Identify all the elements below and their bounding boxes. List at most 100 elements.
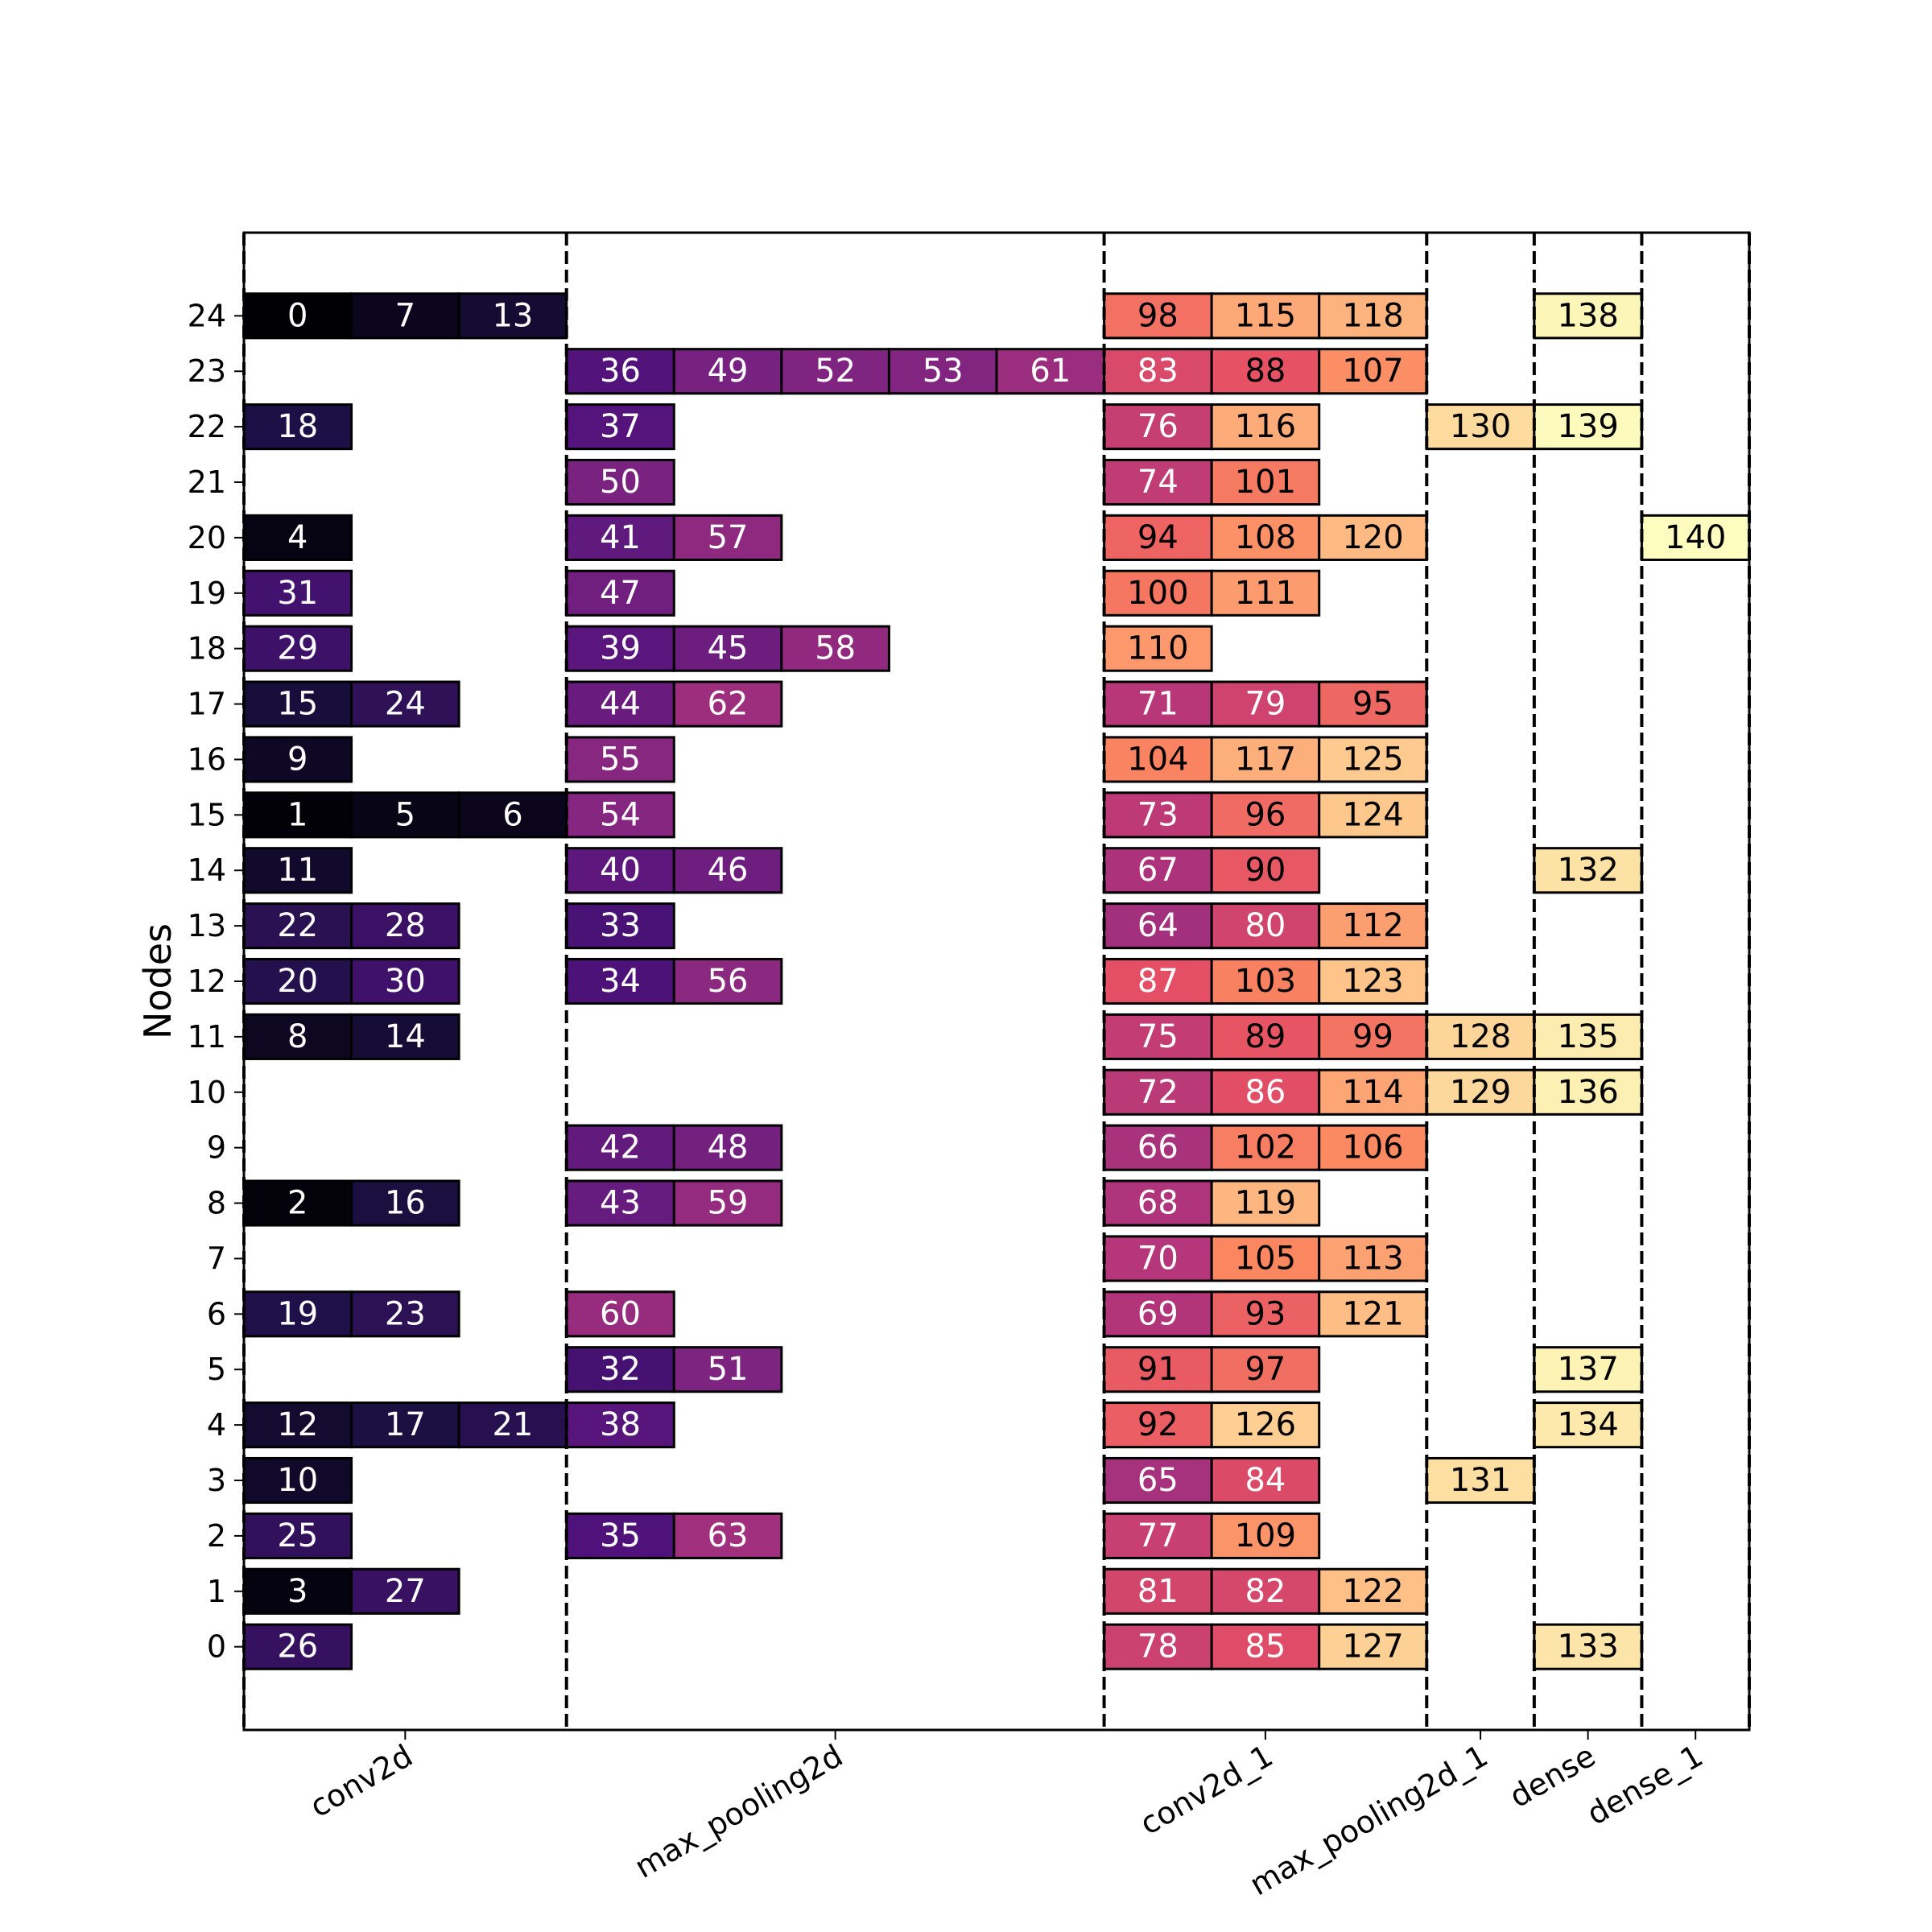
cell: 90 xyxy=(1210,847,1321,894)
x-axis: conv2d max_pooling2d conv2d_1max_pooling2d… xyxy=(303,1730,1709,1903)
cell-label: 71 xyxy=(1137,686,1179,723)
cell: 4 xyxy=(242,514,353,561)
y-tick-label: 22 xyxy=(188,409,226,444)
y-tick-label: 10 xyxy=(188,1075,226,1110)
cell: 128 xyxy=(1425,1013,1536,1060)
cell-rect xyxy=(242,403,353,451)
cell-label: 79 xyxy=(1245,686,1286,723)
cell: 139 xyxy=(1533,403,1643,451)
cell: 111 xyxy=(1210,569,1321,617)
cell-label: 98 xyxy=(1137,297,1179,334)
cell: 43 xyxy=(565,1179,675,1227)
cell: 52 xyxy=(780,348,890,395)
cell-label: 43 xyxy=(600,1185,641,1222)
cell: 35 xyxy=(565,1512,675,1559)
cell: 102 xyxy=(1210,1124,1321,1171)
cell-rect xyxy=(887,348,998,395)
cell-rect xyxy=(242,1456,353,1505)
cell: 32 xyxy=(565,1346,675,1393)
cell-rect xyxy=(1318,902,1428,950)
cell-label: 101 xyxy=(1235,464,1296,501)
cell-label: 77 xyxy=(1137,1517,1179,1554)
cell-label: 117 xyxy=(1235,741,1296,778)
column-dividers xyxy=(242,233,1751,1730)
cell-rect xyxy=(1210,1179,1321,1227)
y-tick-label: 2 xyxy=(207,1518,226,1554)
cell-label: 25 xyxy=(277,1517,318,1554)
cell-label: 4 xyxy=(287,519,308,556)
cell-label: 27 xyxy=(385,1573,426,1610)
y-tick-label: 9 xyxy=(207,1130,226,1166)
plot-frame xyxy=(242,231,1751,1732)
cell-label: 120 xyxy=(1342,519,1403,556)
cell-rect xyxy=(995,348,1106,395)
cell-label: 106 xyxy=(1342,1129,1403,1166)
cell: 106 xyxy=(1318,1124,1428,1171)
cell: 125 xyxy=(1318,736,1428,783)
cell: 140 xyxy=(1640,514,1751,561)
cell: 41 xyxy=(565,514,675,561)
y-tick-label: 0 xyxy=(207,1629,226,1665)
cell: 130 xyxy=(1425,403,1536,451)
cell-rect xyxy=(1533,1402,1643,1449)
cell-label: 133 xyxy=(1557,1629,1618,1666)
cell-label: 103 xyxy=(1235,963,1296,1000)
cell: 19 xyxy=(242,1290,353,1338)
cell-rect xyxy=(1318,1623,1428,1670)
cell-label: 47 xyxy=(600,575,641,612)
cell-rect xyxy=(1210,680,1321,728)
cell-label: 51 xyxy=(708,1351,749,1388)
cell-rect xyxy=(457,292,568,340)
cell-rect xyxy=(1103,348,1213,395)
cell-label: 35 xyxy=(600,1517,641,1554)
cell-label: 92 xyxy=(1137,1406,1179,1443)
cell: 69 xyxy=(1103,1290,1213,1338)
cell-rect xyxy=(1103,1013,1213,1060)
cell-rect xyxy=(350,292,460,340)
cell-rect xyxy=(350,680,460,728)
cell-label: 113 xyxy=(1342,1240,1403,1277)
cell: 66 xyxy=(1103,1124,1213,1171)
cell-label: 80 xyxy=(1245,907,1286,944)
cell: 31 xyxy=(242,569,353,617)
cell-label: 45 xyxy=(708,630,749,667)
cell: 16 xyxy=(350,1179,460,1227)
cell: 87 xyxy=(1103,957,1213,1005)
cell: 68 xyxy=(1103,1179,1213,1227)
cell-label: 89 xyxy=(1245,1018,1286,1055)
cell-label: 46 xyxy=(708,852,749,889)
cell-label: 14 xyxy=(385,1018,426,1055)
cell: 126 xyxy=(1210,1402,1321,1449)
cell-rect xyxy=(1318,1068,1428,1116)
cell-rect xyxy=(457,1402,568,1449)
cell: 84 xyxy=(1210,1456,1321,1505)
cell: 61 xyxy=(995,348,1106,395)
cell-label: 18 xyxy=(277,408,318,445)
cell-rect xyxy=(672,348,783,395)
cell-label: 28 xyxy=(385,907,426,944)
cell: 121 xyxy=(1318,1290,1428,1338)
x-tick-label: max_pooling2d_1 xyxy=(1244,1738,1494,1903)
cell: 94 xyxy=(1103,514,1213,561)
cell: 108 xyxy=(1210,514,1321,561)
cell-rect xyxy=(1210,458,1321,506)
cell-rect xyxy=(1533,1068,1643,1116)
cell-rect xyxy=(1210,1402,1321,1449)
cell: 24 xyxy=(350,680,460,728)
cell: 74 xyxy=(1103,458,1213,506)
cell-rect xyxy=(1210,957,1321,1005)
cell: 14 xyxy=(350,1013,460,1060)
cell: 6 xyxy=(457,791,568,839)
cell-rect xyxy=(242,514,353,561)
cell-rect xyxy=(1318,292,1428,340)
cell-rect xyxy=(565,1290,675,1338)
cell-label: 57 xyxy=(708,519,749,556)
cell: 99 xyxy=(1318,1013,1428,1060)
cell: 137 xyxy=(1533,1346,1643,1393)
cell: 72 xyxy=(1103,1068,1213,1116)
cell-label: 72 xyxy=(1137,1074,1179,1111)
cell-rect xyxy=(242,1013,353,1060)
cell-rect xyxy=(1210,1013,1321,1060)
cell-label: 0 xyxy=(287,297,308,334)
cell-rect xyxy=(1210,902,1321,950)
